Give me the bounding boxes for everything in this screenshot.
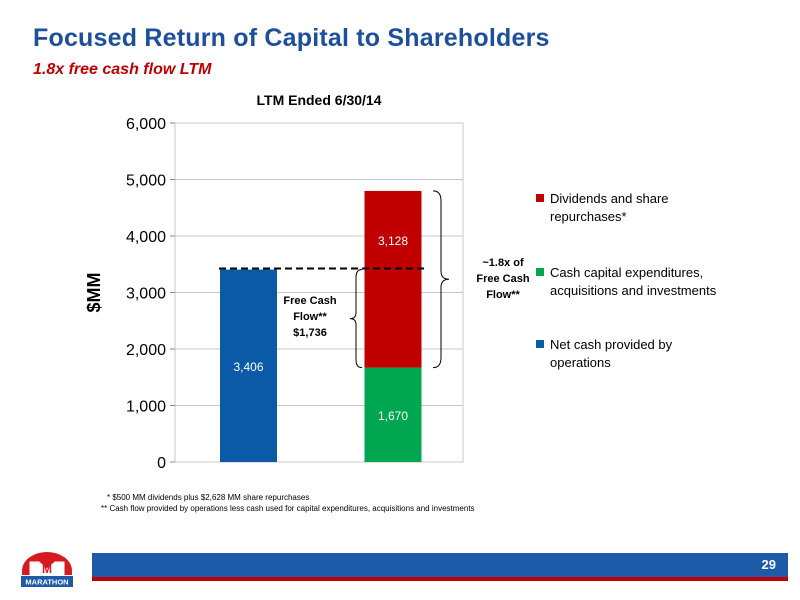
footer-blue-band: 29 <box>92 553 788 577</box>
multiple-bracket <box>432 190 450 369</box>
logo-m-cutout <box>29 561 65 575</box>
y-tick-label-3000: 3,000 <box>126 286 166 303</box>
legend-label-capex-line-1: Cash capital expenditures, <box>550 265 704 280</box>
legend-label-dividends-line-1: Dividends and share <box>550 191 669 206</box>
logo-wordmark-band <box>21 576 73 587</box>
legend-label-capex-line-2: acquisitions and investments <box>550 283 717 298</box>
legend-swatch-dividends <box>536 194 544 202</box>
bar-operations <box>220 269 277 462</box>
y-tick-label-0: 0 <box>157 455 166 472</box>
legend-label-dividends-line-2: repurchases* <box>550 209 627 224</box>
footnotes: * $500 MM dividends plus $2,628 MM share… <box>101 492 475 514</box>
page-number: 29 <box>761 557 776 572</box>
bar-capex <box>364 367 422 462</box>
multiple-label-line-3: Flow** <box>486 289 520 301</box>
legend-label-operations: Net cash provided by operations <box>550 336 672 372</box>
page-title: Focused Return of Capital to Shareholder… <box>33 24 550 52</box>
y-axis-label: $MM <box>84 273 104 313</box>
legend-label-operations-line-2: operations <box>550 355 611 370</box>
y-tick-label-2000: 2,000 <box>126 342 166 359</box>
footer-red-stripe <box>92 577 788 581</box>
y-tick-label-1000: 1,000 <box>126 399 166 416</box>
data-label-capex: 1,670 <box>378 409 408 423</box>
legend-swatch-capex <box>536 268 544 276</box>
logo-letter: M <box>42 562 52 576</box>
logo-wordmark: MARATHON <box>25 578 68 587</box>
marathon-logo: M MARATHON <box>21 552 73 587</box>
legend-swatch-operations <box>536 340 544 348</box>
y-tick-label-5000: 5,000 <box>126 173 166 190</box>
footer-bar: 29 <box>92 553 788 583</box>
free-cash-flow-label-line-1: Free Cash <box>283 295 336 307</box>
legend-label-operations-line-1: Net cash provided by <box>550 337 673 352</box>
data-label-dividends: 3,128 <box>378 234 408 248</box>
y-tick-label-6000: 6,000 <box>126 116 166 133</box>
legend-label-capex: Cash capital expenditures, acquisitions … <box>550 264 716 300</box>
page-subtitle: 1.8x free cash flow LTM <box>33 61 212 78</box>
y-tick-label-4000: 4,000 <box>126 229 166 246</box>
chart-title: LTM Ended 6/30/14 <box>257 92 382 108</box>
footnote-dividends: * $500 MM dividends plus $2,628 MM share… <box>107 493 310 502</box>
footnote-free-cash-flow: ** Cash flow provided by operations less… <box>101 504 475 513</box>
free-cash-flow-label-line-3: $1,736 <box>293 327 327 339</box>
bar-dividends <box>364 190 422 368</box>
multiple-label-line-2: Free Cash <box>476 273 529 285</box>
legend-label-dividends: Dividends and share repurchases* <box>550 190 669 226</box>
free-cash-flow-bracket <box>349 269 363 369</box>
free-cash-flow-label-line-2: Flow** <box>293 311 327 323</box>
multiple-label-line-1: ~1.8x of <box>482 257 524 269</box>
data-label-operations: 3,406 <box>233 360 263 374</box>
